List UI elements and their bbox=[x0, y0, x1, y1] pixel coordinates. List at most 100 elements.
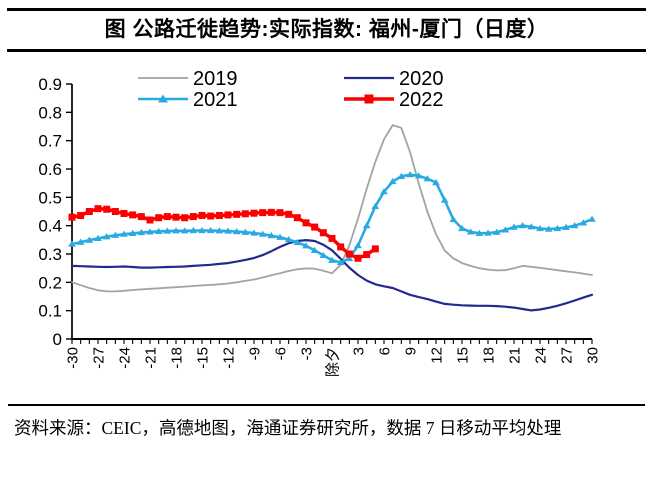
triangle-marker bbox=[241, 228, 250, 235]
square-marker bbox=[328, 234, 336, 242]
square-marker bbox=[363, 251, 371, 259]
top-rule bbox=[7, 8, 646, 11]
triangle-marker bbox=[466, 228, 475, 235]
triangle-marker bbox=[111, 231, 120, 238]
triangle-marker bbox=[458, 224, 466, 232]
triangle-marker bbox=[102, 233, 111, 240]
triangle-marker bbox=[362, 222, 371, 229]
triangle-marker bbox=[484, 229, 492, 236]
x-tick-label: 30 bbox=[585, 347, 602, 364]
triangle-marker bbox=[94, 234, 102, 242]
y-tick-label: 0.4 bbox=[38, 217, 62, 236]
triangle-marker bbox=[293, 238, 302, 246]
triangle-marker bbox=[310, 246, 319, 253]
triangle-marker bbox=[414, 172, 423, 179]
series-2019-line bbox=[71, 124, 593, 293]
triangle-marker bbox=[345, 254, 354, 262]
triangle-marker bbox=[527, 223, 536, 230]
triangle-marker bbox=[380, 188, 388, 195]
y-tick-label: 0.9 bbox=[38, 75, 62, 94]
triangle-marker bbox=[137, 228, 146, 236]
square-marker bbox=[207, 212, 215, 220]
triangle-marker bbox=[492, 228, 501, 235]
triangle-marker bbox=[284, 235, 293, 243]
line-chart-canvas: 0 0.1 0.2 0.3 0.4 0.5 0.6 0.7 0.8 0.9 -30 -27 -24 -21… bbox=[38, 68, 602, 377]
square-marker bbox=[198, 211, 206, 219]
square-marker bbox=[259, 209, 267, 217]
square-marker bbox=[224, 211, 232, 219]
y-tick-label: 0.7 bbox=[38, 132, 62, 151]
x-tick-label: 24 bbox=[533, 347, 550, 364]
square-marker bbox=[337, 243, 345, 251]
legend-label-2019: 2019 bbox=[193, 68, 238, 90]
y-tick-label: 0 bbox=[53, 330, 62, 349]
series-2022-line bbox=[70, 206, 377, 261]
square-marker bbox=[137, 213, 145, 221]
triangle-marker bbox=[449, 215, 458, 223]
triangle-marker bbox=[588, 215, 596, 222]
x-tick-label: 6 bbox=[377, 347, 394, 355]
triangle-marker bbox=[276, 233, 284, 240]
triangle-marker bbox=[163, 227, 172, 234]
triangle-marker bbox=[120, 230, 128, 237]
square-marker bbox=[215, 211, 223, 219]
series-2020-line bbox=[70, 239, 594, 312]
x-tick-label: 21 bbox=[507, 347, 524, 364]
figure-header: 图 公路迁徙趋势:实际指数: 福州-厦门（日度） bbox=[7, 8, 646, 52]
y-tick-label: 0.2 bbox=[38, 273, 62, 292]
x-tick-label: -3 bbox=[299, 347, 316, 360]
square-marker bbox=[189, 213, 197, 221]
triangle-marker bbox=[68, 240, 76, 247]
triangle-marker bbox=[579, 219, 588, 226]
x-tick-label: -15 bbox=[195, 347, 212, 369]
triangle-marker bbox=[180, 227, 189, 234]
triangle-marker bbox=[76, 238, 85, 245]
triangle-marker bbox=[328, 256, 336, 263]
x-tick-label: 除夕 bbox=[325, 347, 342, 377]
square-marker bbox=[354, 254, 362, 262]
legend-item-2022: 2022 bbox=[344, 89, 444, 111]
source-note: 资料来源：CEIC，高德地图，海通证券研究所，数据 7 日移动平均处理 bbox=[8, 404, 645, 443]
legend-item-2019: 2019 bbox=[138, 68, 238, 90]
square-marker bbox=[120, 209, 128, 217]
x-tick-label: -12 bbox=[221, 347, 238, 369]
triangle-marker bbox=[562, 223, 570, 231]
x-tick-label: 12 bbox=[429, 347, 446, 364]
triangle-marker bbox=[250, 229, 258, 236]
triangle-marker bbox=[232, 228, 241, 235]
triangle-marker bbox=[319, 251, 328, 259]
title-bottom-rule bbox=[7, 49, 646, 52]
y-tick-label: 0.3 bbox=[38, 245, 62, 264]
triangle-marker bbox=[371, 202, 380, 210]
x-tick-label: -27 bbox=[91, 347, 108, 369]
triangle-marker bbox=[475, 229, 484, 236]
triangle-marker bbox=[154, 227, 163, 234]
triangle-marker bbox=[302, 242, 310, 249]
triangle-marker bbox=[570, 222, 579, 229]
source-text: 资料来源：CEIC，高德地图，海通证券研究所，数据 7 日移动平均处理 bbox=[14, 418, 562, 438]
triangle-marker bbox=[85, 236, 94, 243]
triangle-marker bbox=[146, 228, 154, 235]
triangle-marker bbox=[215, 227, 224, 234]
x-tick-label: -18 bbox=[169, 347, 186, 369]
triangle-marker bbox=[518, 222, 527, 229]
square-marker bbox=[293, 214, 301, 222]
triangle-marker bbox=[536, 224, 544, 232]
x-tick-label: -6 bbox=[273, 347, 290, 360]
triangle-marker bbox=[354, 241, 362, 249]
triangle-marker bbox=[510, 223, 518, 230]
x-tick-label: 27 bbox=[559, 347, 576, 364]
square-marker bbox=[77, 211, 85, 219]
x-tick-label: -30 bbox=[65, 347, 82, 369]
square-marker bbox=[172, 213, 180, 221]
square-marker bbox=[181, 214, 189, 222]
legend-label-2021: 2021 bbox=[193, 89, 238, 111]
square-marker bbox=[94, 205, 102, 213]
x-tick-label: 15 bbox=[455, 347, 472, 364]
triangle-marker bbox=[406, 171, 414, 178]
triangle-marker bbox=[198, 226, 206, 234]
y-tick-label: 0.6 bbox=[38, 160, 62, 179]
y-tick-label: 0.8 bbox=[38, 103, 62, 122]
triangle-marker bbox=[336, 258, 345, 266]
square-marker bbox=[129, 211, 137, 219]
